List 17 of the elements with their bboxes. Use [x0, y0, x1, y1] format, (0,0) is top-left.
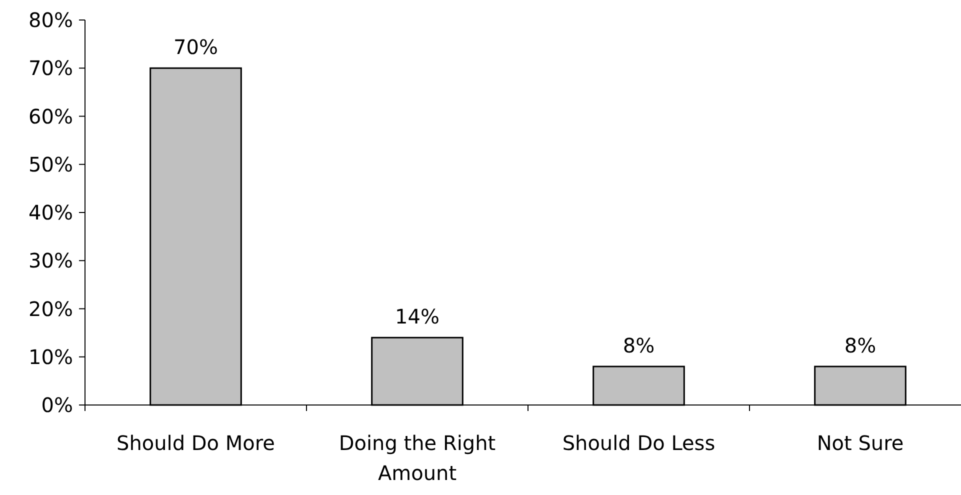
- y-tick-label: 0%: [41, 393, 73, 417]
- y-tick-label: 70%: [28, 56, 73, 80]
- data-label: 14%: [395, 304, 440, 329]
- y-tick-label: 10%: [28, 344, 73, 369]
- x-tick-label: Not Sure: [816, 431, 904, 455]
- y-tick-label: 30%: [28, 248, 73, 273]
- x-tick-label: Should Do More: [116, 431, 275, 455]
- y-tick-label: 20%: [28, 296, 73, 321]
- data-label: 70%: [174, 35, 218, 60]
- y-tick-label: 60%: [28, 104, 73, 128]
- y-tick-label: 50%: [28, 152, 73, 176]
- y-tick-label: 40%: [28, 200, 73, 224]
- data-label: 8%: [622, 334, 655, 358]
- y-tick-label: 80%: [28, 8, 73, 32]
- data-label: 8%: [844, 334, 876, 358]
- x-tick-label: Should Do Less: [562, 431, 716, 455]
- x-tick-label: Doing the Right Amount: [338, 431, 496, 485]
